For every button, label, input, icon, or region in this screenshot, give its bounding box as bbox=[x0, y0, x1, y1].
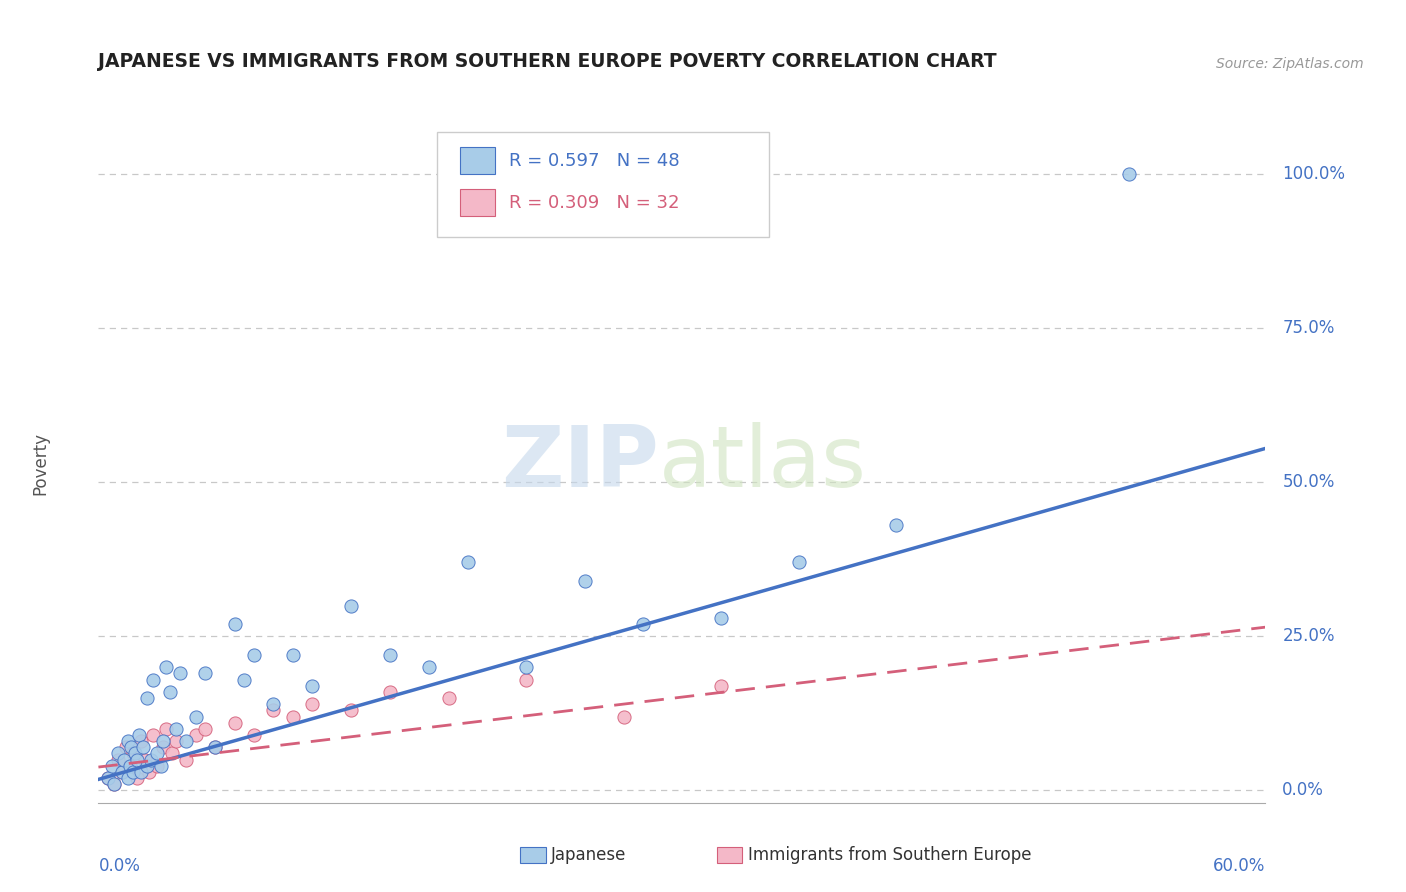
Text: 60.0%: 60.0% bbox=[1213, 857, 1265, 875]
FancyBboxPatch shape bbox=[437, 132, 769, 236]
Point bbox=[174, 734, 197, 748]
Point bbox=[111, 764, 134, 779]
Point bbox=[152, 740, 174, 755]
Text: ZIP: ZIP bbox=[501, 422, 658, 506]
Point bbox=[301, 679, 323, 693]
Text: R = 0.597   N = 48: R = 0.597 N = 48 bbox=[509, 152, 681, 169]
Point bbox=[127, 753, 149, 767]
Point bbox=[1118, 167, 1140, 181]
Point bbox=[184, 728, 207, 742]
Point bbox=[243, 648, 266, 662]
Point bbox=[129, 734, 152, 748]
Point bbox=[146, 759, 169, 773]
Point bbox=[631, 617, 654, 632]
Point bbox=[204, 740, 226, 755]
Point bbox=[127, 771, 149, 785]
Text: 75.0%: 75.0% bbox=[1282, 319, 1334, 337]
Point bbox=[301, 697, 323, 711]
Text: 100.0%: 100.0% bbox=[1282, 165, 1346, 183]
Point bbox=[97, 771, 120, 785]
Point bbox=[710, 611, 733, 625]
Text: Japanese: Japanese bbox=[551, 847, 627, 864]
Text: 25.0%: 25.0% bbox=[1282, 627, 1334, 646]
Point bbox=[281, 709, 304, 723]
Point bbox=[224, 617, 246, 632]
Point bbox=[112, 753, 135, 767]
Text: Poverty: Poverty bbox=[31, 433, 49, 495]
Point bbox=[169, 666, 191, 681]
Point bbox=[101, 759, 124, 773]
Point bbox=[165, 722, 187, 736]
Point bbox=[107, 747, 129, 761]
Point bbox=[122, 764, 145, 779]
Point bbox=[262, 697, 284, 711]
Point bbox=[194, 666, 217, 681]
Bar bbox=[460, 189, 495, 217]
Point bbox=[121, 740, 143, 755]
Point bbox=[155, 722, 177, 736]
Point bbox=[152, 734, 174, 748]
Text: atlas: atlas bbox=[658, 422, 866, 506]
Point bbox=[515, 660, 537, 674]
Bar bbox=[460, 147, 495, 174]
Point bbox=[122, 747, 145, 761]
Point bbox=[111, 764, 134, 779]
Point bbox=[134, 753, 156, 767]
Text: 0.0%: 0.0% bbox=[1282, 781, 1324, 799]
Point bbox=[117, 734, 139, 748]
Point bbox=[136, 691, 159, 706]
Point bbox=[139, 753, 162, 767]
Text: 0.0%: 0.0% bbox=[98, 857, 141, 875]
Point bbox=[787, 556, 810, 570]
Point bbox=[194, 722, 217, 736]
Point bbox=[162, 747, 184, 761]
Point bbox=[340, 599, 363, 613]
Point bbox=[340, 703, 363, 717]
Point bbox=[142, 673, 165, 687]
Point bbox=[710, 679, 733, 693]
Point bbox=[437, 691, 460, 706]
Point bbox=[124, 747, 146, 761]
Text: 50.0%: 50.0% bbox=[1282, 474, 1334, 491]
Point bbox=[114, 740, 136, 755]
Point bbox=[103, 777, 125, 791]
Point bbox=[884, 518, 907, 533]
Point bbox=[159, 685, 181, 699]
Point bbox=[103, 777, 125, 791]
Point bbox=[418, 660, 440, 674]
Point bbox=[107, 753, 129, 767]
Point bbox=[612, 709, 634, 723]
Point bbox=[224, 715, 246, 730]
Point bbox=[184, 709, 207, 723]
Point bbox=[165, 734, 187, 748]
Point bbox=[118, 759, 141, 773]
Point bbox=[174, 753, 197, 767]
Text: Immigrants from Southern Europe: Immigrants from Southern Europe bbox=[748, 847, 1032, 864]
Text: R = 0.309   N = 32: R = 0.309 N = 32 bbox=[509, 194, 679, 211]
Point bbox=[233, 673, 256, 687]
Point bbox=[204, 740, 226, 755]
Point bbox=[574, 574, 596, 588]
Point bbox=[149, 759, 172, 773]
Point bbox=[132, 740, 155, 755]
Point bbox=[243, 728, 266, 742]
Text: Source: ZipAtlas.com: Source: ZipAtlas.com bbox=[1216, 57, 1364, 71]
Point bbox=[378, 685, 402, 699]
Point bbox=[378, 648, 402, 662]
Point bbox=[142, 728, 165, 742]
Point bbox=[457, 556, 479, 570]
Point bbox=[117, 771, 139, 785]
Point bbox=[129, 764, 152, 779]
Text: JAPANESE VS IMMIGRANTS FROM SOUTHERN EUROPE POVERTY CORRELATION CHART: JAPANESE VS IMMIGRANTS FROM SOUTHERN EUR… bbox=[98, 53, 997, 71]
Point bbox=[281, 648, 304, 662]
Point bbox=[146, 747, 169, 761]
Point bbox=[118, 759, 141, 773]
Point bbox=[138, 764, 160, 779]
Point bbox=[128, 728, 150, 742]
Point bbox=[262, 703, 284, 717]
Point bbox=[515, 673, 537, 687]
Point bbox=[97, 771, 120, 785]
Point bbox=[136, 759, 159, 773]
Point bbox=[155, 660, 177, 674]
